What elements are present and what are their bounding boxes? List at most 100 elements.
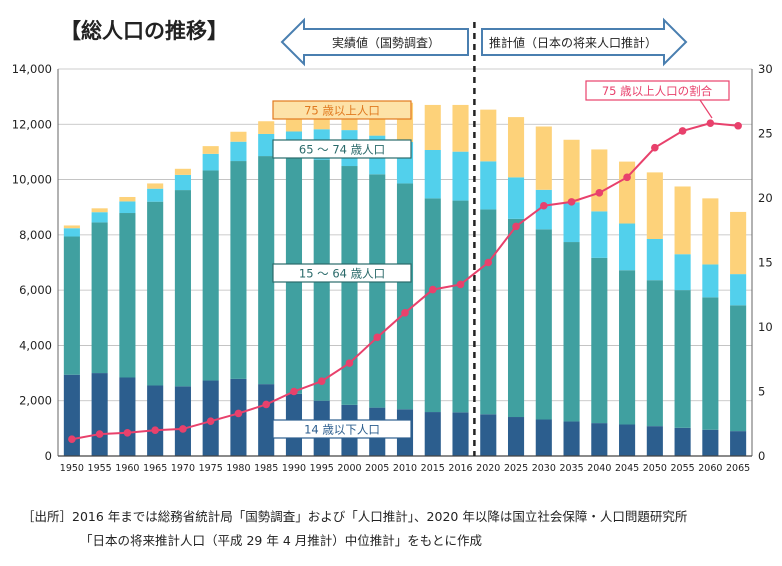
ratio-point (68, 435, 76, 444)
ratio-point (595, 189, 604, 197)
bar-segment (563, 242, 580, 422)
axes: 0 2,000 4,000 6,000 8,000 10,000 12,000 14,000 0… (12, 22, 773, 474)
x-tick-label: 2065 (726, 463, 750, 474)
bar-segment (258, 156, 275, 385)
ratio-point (623, 173, 631, 182)
bar-segment (147, 183, 164, 189)
x-tick-label: 1990 (282, 463, 306, 474)
x-tick-label: 2050 (643, 463, 667, 474)
bar-segment (674, 290, 691, 428)
y-left-tick-label: 6,000 (19, 283, 52, 297)
line-label-leader (699, 99, 713, 119)
x-tick-label: 1980 (226, 463, 250, 474)
bar-segment (174, 190, 191, 387)
bar-segment (63, 228, 80, 237)
y-right-tick-label: 0 (758, 449, 765, 463)
bar-segment (63, 236, 80, 375)
ratio-point (512, 222, 520, 231)
ratio-point (206, 417, 215, 425)
bar-segment (424, 198, 441, 413)
bar-segment (619, 270, 636, 425)
bar-segment (174, 168, 191, 175)
x-tick-label: 1975 (199, 463, 223, 474)
x-tick-label: 1985 (254, 463, 278, 474)
ratio-point (540, 201, 548, 210)
bar-segment (702, 264, 719, 298)
bars (63, 102, 747, 456)
y-right-tick-label: 5 (758, 385, 765, 399)
bar-segment (480, 109, 497, 162)
bar-segment (147, 201, 164, 386)
ratio-point (428, 285, 437, 294)
series-label: 75 歳以上人口 (304, 104, 380, 118)
chart-title: 【総人口の推移】 (60, 19, 228, 43)
ratio-point (456, 280, 465, 289)
bar-segment (563, 202, 580, 243)
bar-segment (258, 384, 275, 456)
bar-segment (591, 149, 608, 212)
source-note-line-1: ［出所］2016 年までは総務省統計局「国勢調査」および「人口推計」、2020 … (22, 509, 688, 524)
bar-segment (119, 213, 136, 378)
projected-period-arrow (481, 17, 688, 67)
bar-segment (674, 254, 691, 291)
bar-segment (258, 121, 275, 134)
x-tick-label: 2025 (504, 463, 528, 474)
bar-segment (535, 419, 552, 456)
bar-segment (147, 188, 164, 202)
bar-segment (230, 141, 247, 162)
ratio-point (567, 198, 576, 206)
ratio-point (651, 143, 659, 152)
x-tick-label: 1965 (143, 463, 167, 474)
ratio-point (290, 387, 298, 396)
x-tick-label: 1995 (310, 463, 334, 474)
bar-segment (702, 297, 719, 430)
bar-segment (591, 423, 608, 456)
bar-segment (730, 431, 747, 456)
x-tick-label: 2060 (698, 463, 722, 474)
bar-segment (91, 373, 108, 456)
ratio-point (678, 127, 687, 135)
y-left-tick-label: 14,000 (12, 62, 52, 76)
line-label: 75 歳以上人口の割合 (602, 84, 713, 98)
ratio-point (95, 430, 104, 438)
series-label: 14 歳以下人口 (304, 423, 380, 437)
bar-segment (424, 412, 441, 456)
x-tick-label: 2055 (671, 463, 695, 474)
bar-segment (230, 131, 247, 142)
bar-segment (563, 421, 580, 456)
x-tick-label: 2010 (393, 463, 417, 474)
ratio-point (345, 359, 354, 367)
series-label: 65 〜 74 歳人口 (299, 143, 385, 157)
bar-segment (646, 172, 663, 240)
bar-segment (230, 161, 247, 379)
ratio-point (734, 121, 742, 130)
x-tick-label: 1955 (88, 463, 112, 474)
bar-segment (730, 211, 747, 275)
bar-segment (646, 426, 663, 456)
bar-segment (507, 218, 525, 418)
bar-segment (174, 174, 191, 191)
bar-segment (480, 209, 497, 415)
bar-segment (91, 208, 108, 213)
projected-period-label: 推計値（日本の将来人口推計） (489, 35, 657, 50)
bar-segment (202, 153, 219, 171)
bar-segment (507, 117, 525, 178)
y-left-tick-label: 12,000 (12, 117, 52, 131)
bar-segment (258, 133, 275, 157)
bar-segment (646, 239, 663, 281)
ratio-point (123, 428, 132, 437)
ratio-point (179, 425, 187, 433)
bar-segment (452, 104, 469, 152)
bar-segment (147, 385, 164, 456)
bar-segment (563, 139, 580, 203)
series-label-box (272, 263, 412, 283)
bar-segment (424, 149, 441, 199)
bar-segment (119, 196, 136, 202)
bar-segment (619, 424, 636, 456)
bar-segment (91, 222, 108, 374)
bar-segment (674, 427, 691, 456)
bar-segment (424, 104, 441, 150)
x-tick-label: 1950 (60, 463, 84, 474)
bar-segment (480, 161, 497, 210)
bar-segment (119, 201, 136, 214)
